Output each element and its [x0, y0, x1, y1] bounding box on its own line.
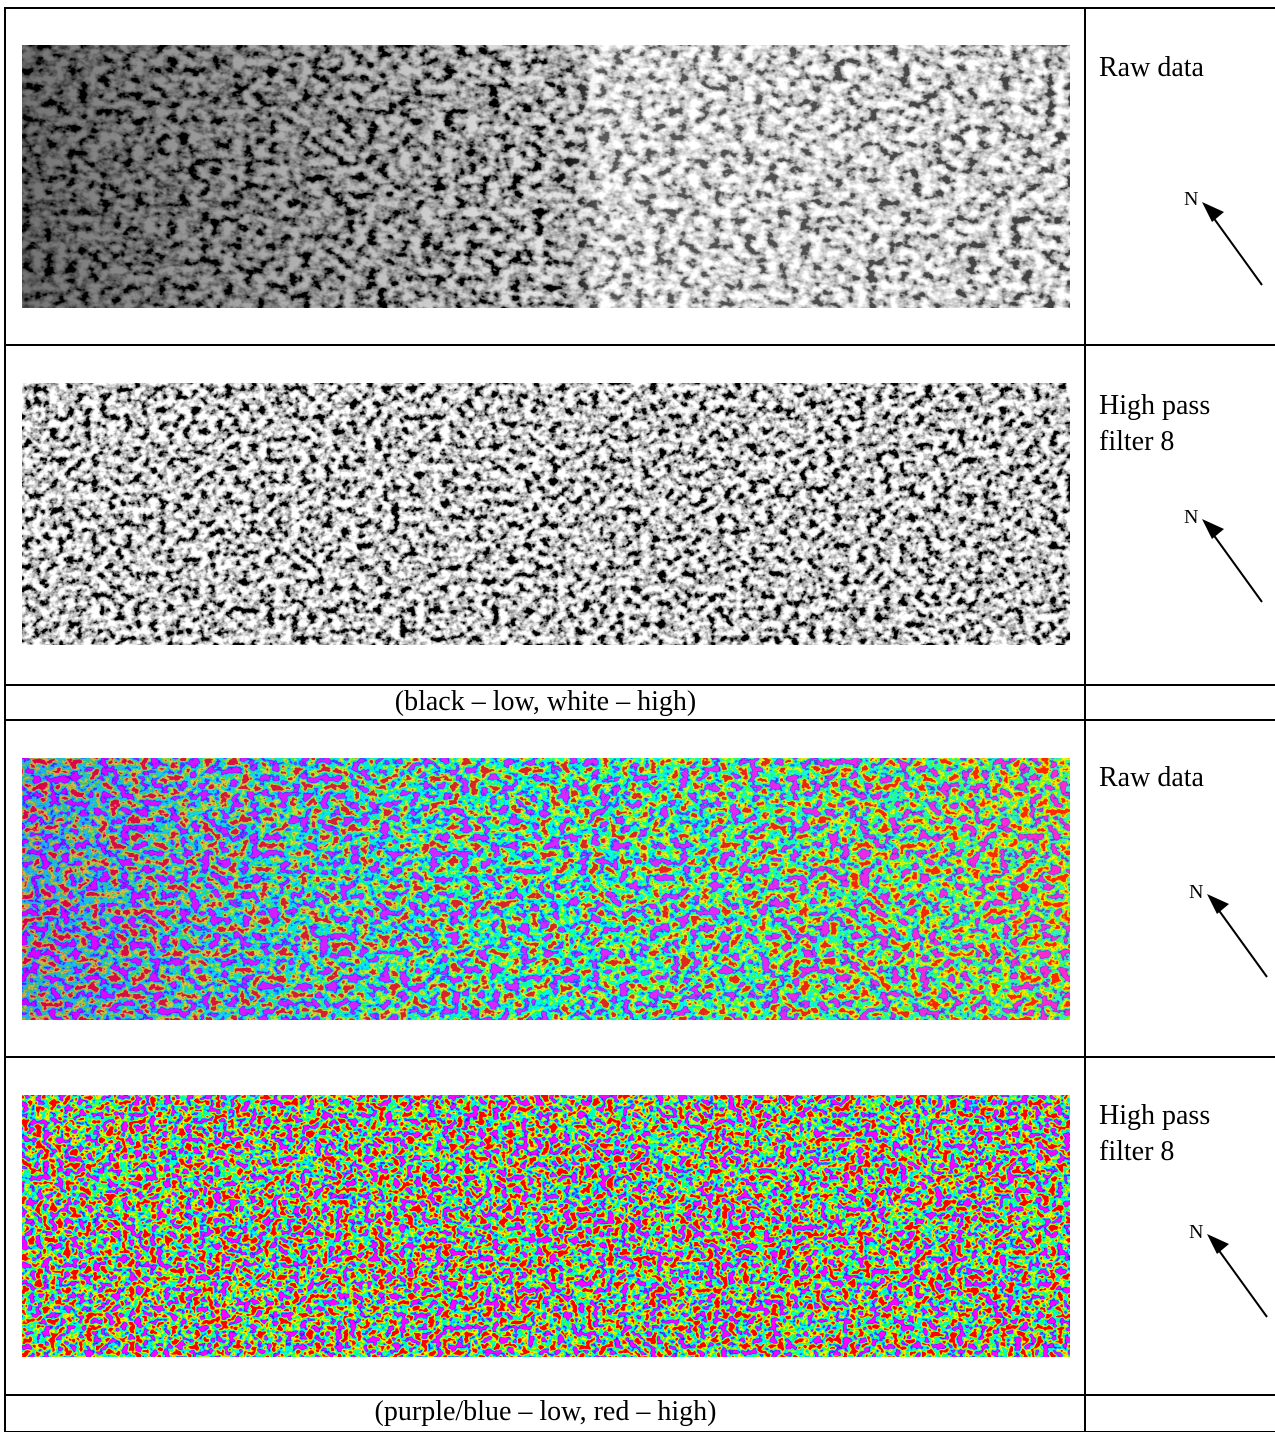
heatmap-color-raw: [22, 758, 1070, 1020]
north-label: N: [1189, 881, 1203, 903]
row-label: Raw data: [1099, 52, 1204, 83]
north-label: N: [1184, 506, 1198, 528]
heatmap-gray-raw: [22, 45, 1070, 308]
north-arrows: [1202, 202, 1268, 1318]
legend-caption: (black – low, white – high): [394, 686, 697, 717]
heatmap-gray-filtered: [22, 383, 1070, 645]
row-label: Raw data: [1099, 762, 1204, 793]
table-borders: [4, 7, 1275, 1432]
heatmap-color-filtered: [22, 1095, 1070, 1357]
row-label: High pass filter 8: [1099, 390, 1211, 457]
legend-caption: (purple/blue – low, red – high): [374, 1396, 717, 1427]
north-label: N: [1189, 1221, 1203, 1243]
row-label: High pass filter 8: [1099, 1100, 1211, 1167]
north-label: N: [1184, 188, 1198, 210]
north-labels: N N N N: [1184, 188, 1203, 1243]
